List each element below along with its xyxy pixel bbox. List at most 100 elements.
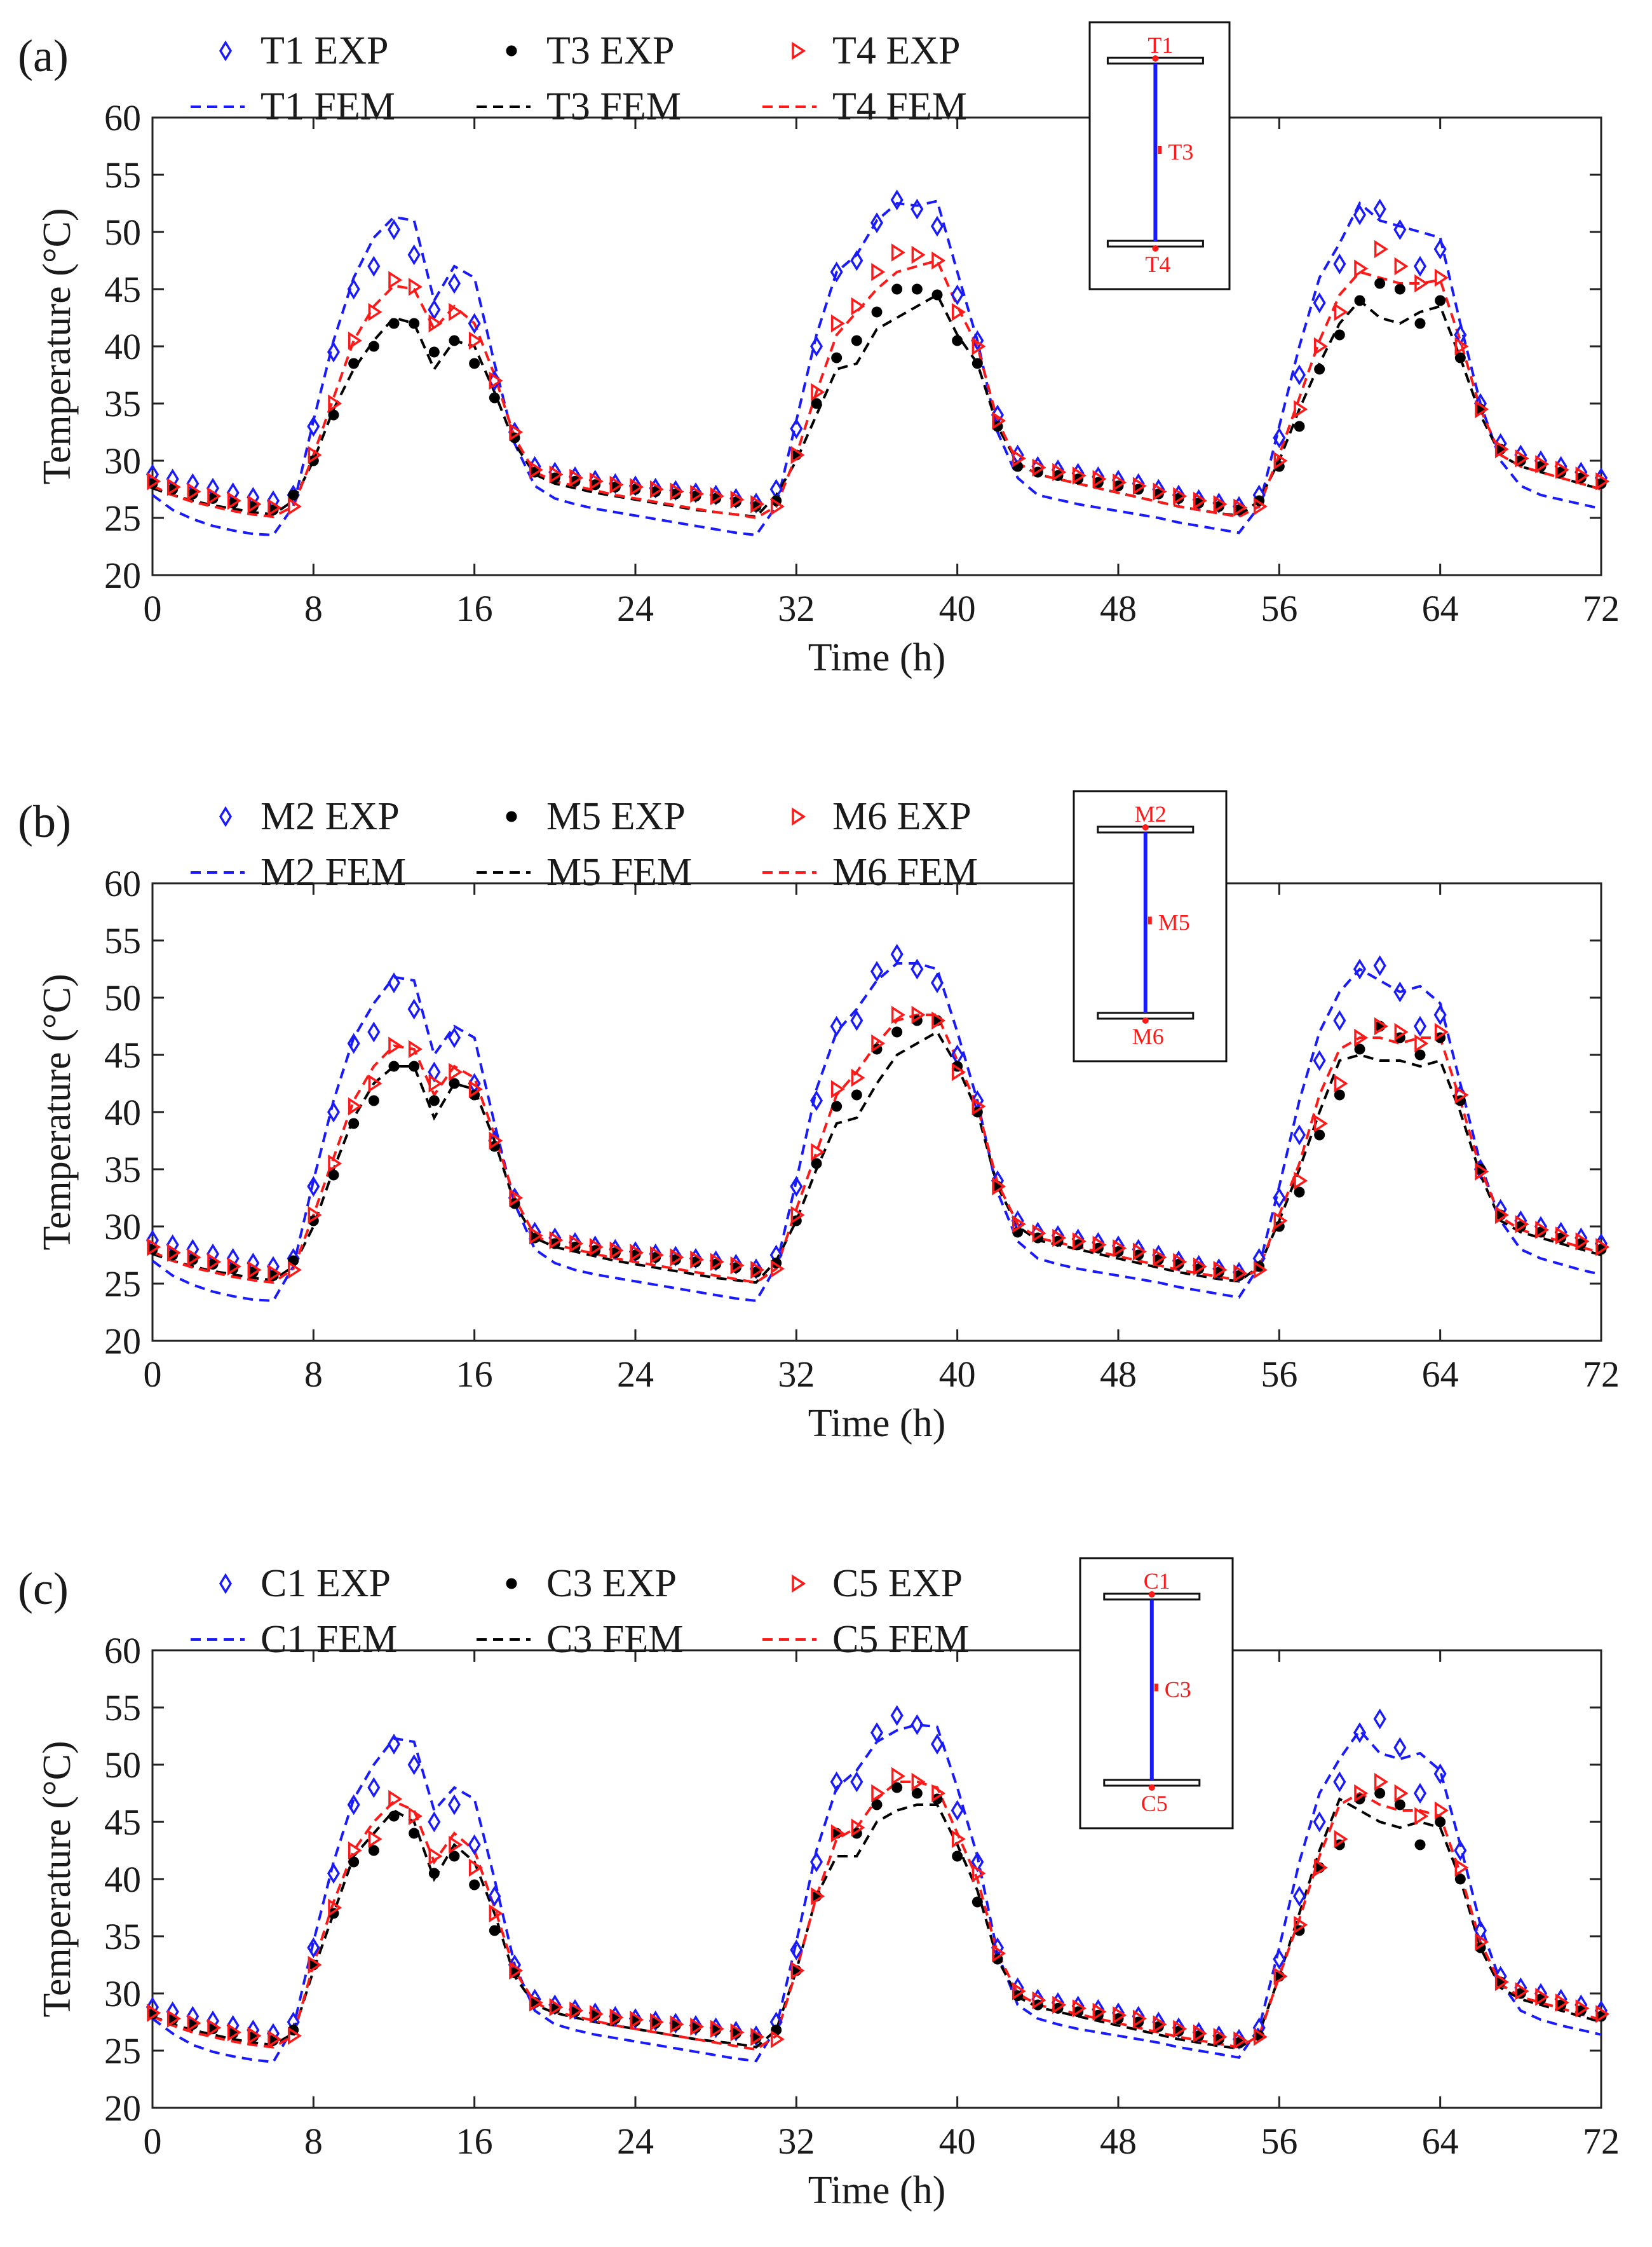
data-point	[811, 1158, 822, 1169]
data-point	[1433, 1763, 1447, 1784]
data-point	[1052, 1228, 1067, 1247]
x-tick-label: 56	[1261, 2121, 1297, 2162]
data-point	[348, 331, 362, 350]
data-point	[871, 1034, 886, 1053]
legend-marker	[792, 1574, 806, 1593]
data-point	[207, 2018, 222, 2037]
data-point	[207, 1252, 222, 1272]
data-point	[428, 346, 440, 358]
x-tick-label: 64	[1422, 2121, 1459, 2162]
x-tick-label: 48	[1100, 1354, 1137, 1395]
data-point	[247, 2026, 262, 2045]
data-point	[992, 411, 1006, 430]
data-point	[952, 335, 963, 346]
y-tick-label: 35	[104, 383, 141, 424]
data-point	[1535, 1221, 1550, 1239]
data-point	[1394, 283, 1405, 295]
legend: M2 EXP M5 EXP M6 EXP M2 FEM M5 FEM M6 FEM	[191, 795, 978, 894]
panel-label: (a)	[18, 31, 69, 81]
data-point	[408, 278, 423, 296]
data-point	[147, 472, 161, 491]
data-point	[368, 302, 383, 322]
data-point	[1374, 1017, 1388, 1036]
data-point	[509, 423, 524, 442]
panel-label: (b)	[18, 796, 71, 847]
data-point	[649, 480, 664, 499]
data-point	[367, 1777, 381, 1798]
data-point	[851, 1068, 865, 1087]
inset-label-mid: M5	[1158, 910, 1190, 935]
data-point	[1434, 268, 1449, 287]
data-point	[1454, 352, 1466, 363]
data-point	[851, 297, 865, 316]
data-point	[347, 1794, 360, 1816]
data-point	[811, 1143, 825, 1162]
legend-label: M2 EXP	[261, 795, 400, 838]
data-point	[1454, 1840, 1467, 1861]
data-point	[1032, 1224, 1046, 1243]
data-point	[328, 394, 342, 413]
data-point	[1292, 1885, 1306, 1907]
data-point	[387, 1734, 401, 1755]
data-point	[750, 495, 765, 513]
y-axis-label: Temperature (°C)	[36, 1741, 79, 2017]
data-point	[1294, 421, 1305, 432]
legend-label: T4 FEM	[832, 85, 967, 128]
data-point	[1394, 257, 1409, 276]
x-tick-label: 72	[1583, 1354, 1620, 1395]
data-point	[529, 1226, 543, 1245]
data-point	[187, 482, 201, 501]
data-point	[871, 306, 883, 318]
data-point	[1393, 981, 1407, 1003]
y-tick-label: 55	[104, 1687, 141, 1728]
data-point	[891, 1005, 905, 1024]
data-point	[830, 1080, 845, 1099]
data-point	[1433, 238, 1447, 260]
data-point	[790, 1205, 805, 1225]
data-point	[770, 497, 785, 516]
data-point	[1373, 1708, 1386, 1730]
data-point	[649, 1246, 664, 1265]
data-point	[307, 1937, 320, 1958]
inset-label-bottom: M6	[1132, 1024, 1164, 1049]
data-point	[569, 2001, 584, 2020]
data-point	[227, 2023, 241, 2042]
gauge-point	[1142, 1017, 1149, 1024]
data-point	[409, 318, 420, 329]
series-line-m2-fem	[151, 962, 1602, 1303]
data-point	[609, 475, 624, 494]
series-t1-exp	[146, 189, 1608, 517]
data-point	[1334, 329, 1345, 341]
x-tick-label: 24	[617, 1354, 654, 1395]
data-point	[1454, 1085, 1469, 1104]
data-point	[750, 1261, 765, 1279]
data-point	[529, 461, 543, 479]
inset-label-top: M2	[1135, 801, 1167, 827]
legend-marker	[219, 806, 233, 827]
legend-label: M6 EXP	[832, 795, 972, 838]
data-point	[1475, 400, 1489, 419]
data-point	[227, 491, 241, 510]
data-point	[1273, 1948, 1286, 1970]
data-point	[1032, 458, 1046, 477]
data-point	[1294, 1186, 1305, 1198]
data-point	[1273, 427, 1286, 449]
data-point	[951, 284, 964, 306]
data-point	[1213, 1261, 1228, 1279]
data-point	[1092, 2002, 1107, 2021]
data-point	[308, 1205, 322, 1225]
y-tick-label: 55	[104, 920, 141, 961]
data-point	[489, 392, 500, 404]
data-point	[1273, 1211, 1288, 1230]
data-point	[1173, 1252, 1188, 1272]
data-point	[147, 1238, 161, 1256]
x-tick-label: 40	[939, 1354, 976, 1395]
data-point	[1354, 1043, 1365, 1055]
data-point	[1313, 292, 1326, 313]
data-point	[851, 1818, 865, 1837]
data-point	[1294, 400, 1308, 419]
inset-label-bottom: T4	[1145, 252, 1170, 277]
data-point	[1334, 1830, 1348, 1849]
data-point	[247, 1261, 262, 1279]
data-point	[992, 1944, 1006, 1963]
